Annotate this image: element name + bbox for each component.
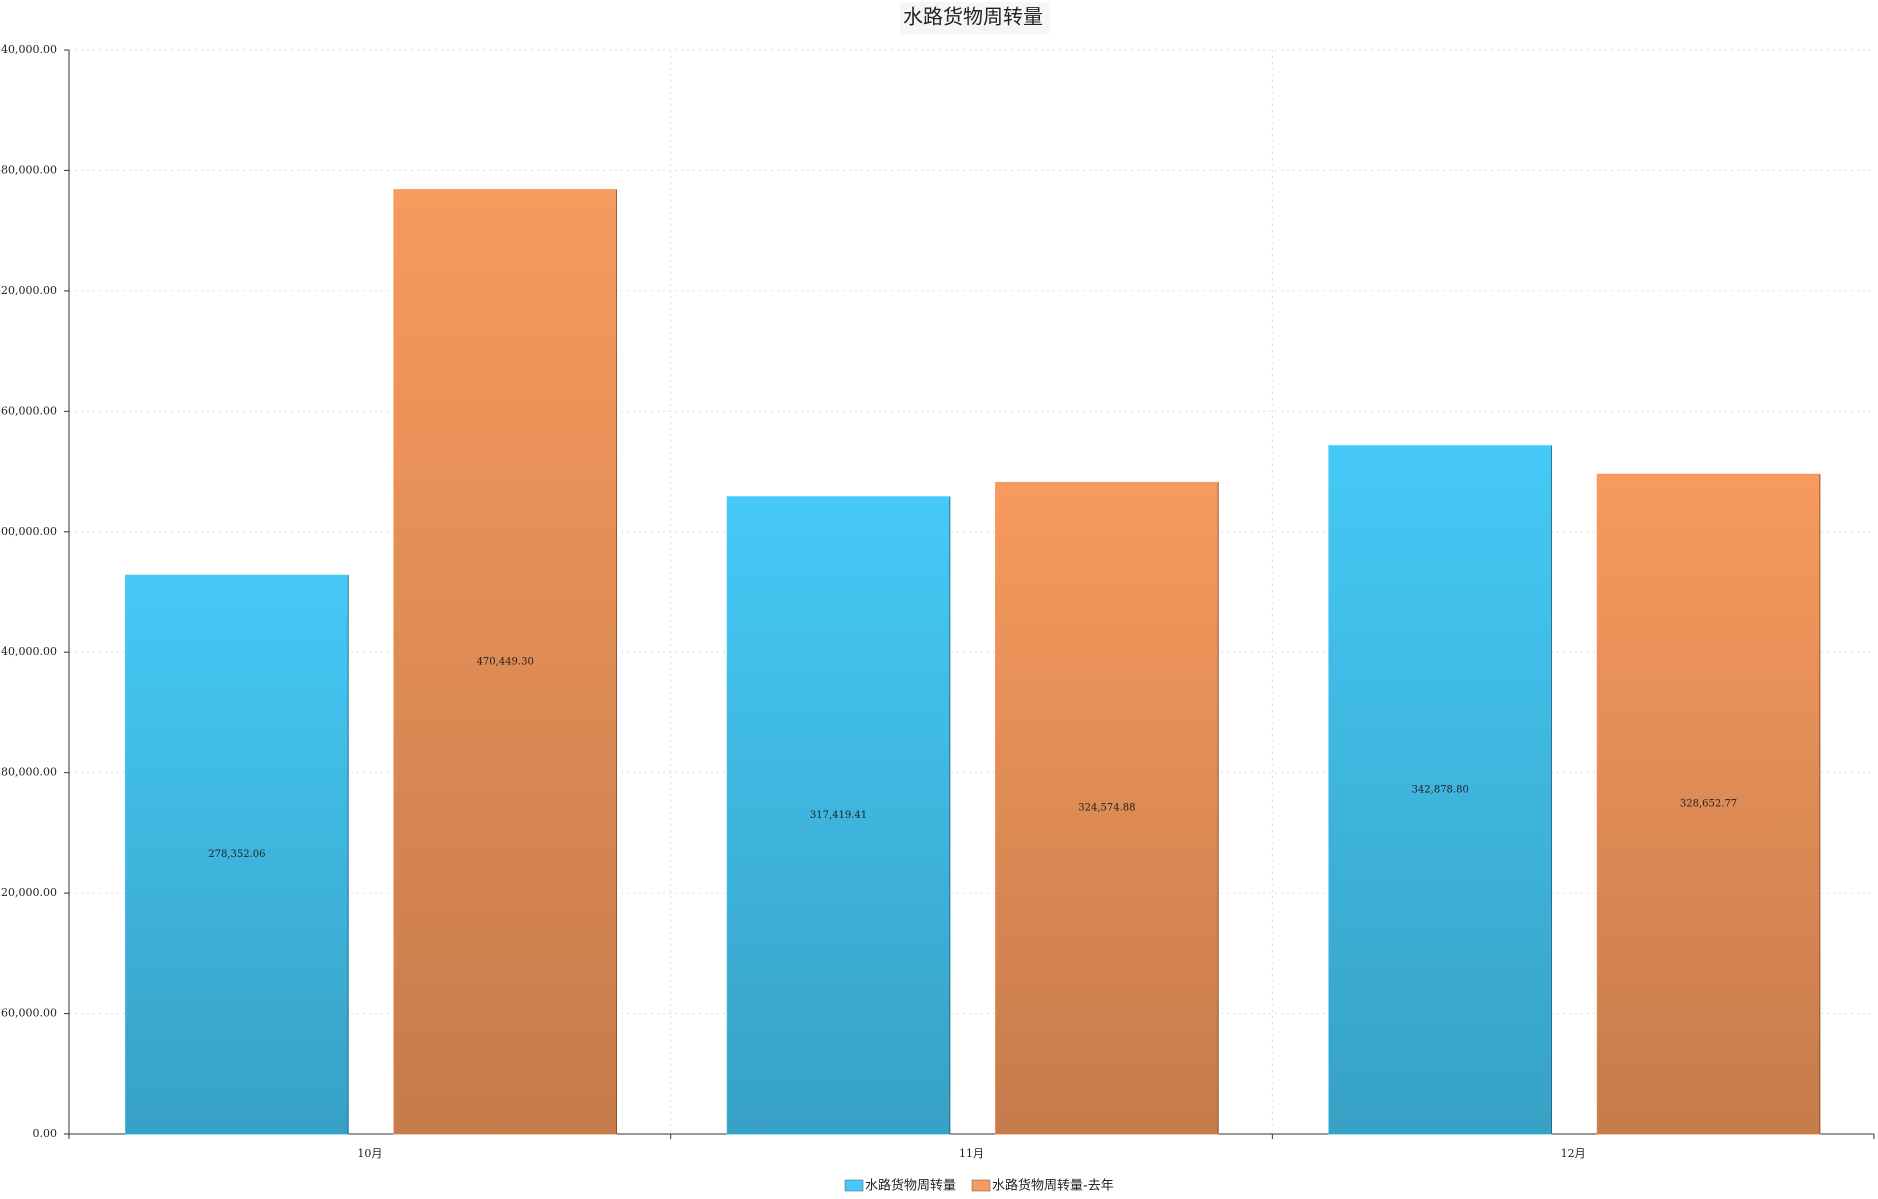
value-label: 317,419.41	[810, 810, 867, 821]
legend-swatch	[971, 1179, 991, 1192]
legend: 水路货物周转量 水路货物周转量-去年	[844, 1178, 1114, 1194]
title-box	[900, 2, 1050, 34]
bar-shade	[995, 482, 1219, 1134]
bar-shade	[1328, 445, 1552, 1135]
value-label: 278,352.06	[208, 849, 265, 860]
y-tick-label: 360,000.00	[0, 404, 57, 417]
y-tick-label: 0.00	[33, 1127, 58, 1140]
bar-shade	[125, 575, 349, 1134]
chart-title: 水路货物周转量	[903, 5, 1043, 29]
x-tick-label: 12月	[1561, 1147, 1586, 1160]
x-tick-label: 10月	[357, 1147, 382, 1160]
bar-shade	[727, 496, 950, 1134]
value-label: 342,878.80	[1412, 784, 1469, 795]
legend-swatch	[844, 1179, 864, 1192]
value-label: 324,574.88	[1078, 803, 1135, 814]
x-tick-label: 11月	[959, 1147, 984, 1160]
value-label: 328,652.77	[1680, 799, 1737, 810]
y-tick-label: 180,000.00	[0, 766, 57, 779]
y-tick-label: 60,000.00	[1, 1007, 57, 1020]
y-tick-label: 420,000.00	[0, 284, 57, 297]
y-tick-label: 120,000.00	[0, 886, 57, 899]
y-tick-label: 300,000.00	[0, 525, 57, 538]
bar-shade	[393, 189, 617, 1135]
y-tick-label: 240,000.00	[0, 645, 57, 658]
value-label: 470,449.30	[477, 656, 534, 667]
bar-shade	[1597, 474, 1820, 1134]
legend-label: 水路货物周转量	[865, 1178, 956, 1194]
y-tick-label: 540,000.00	[0, 43, 57, 56]
legend-label: 水路货物周转量-去年	[992, 1178, 1114, 1194]
y-tick-label: 480,000.00	[0, 163, 57, 176]
